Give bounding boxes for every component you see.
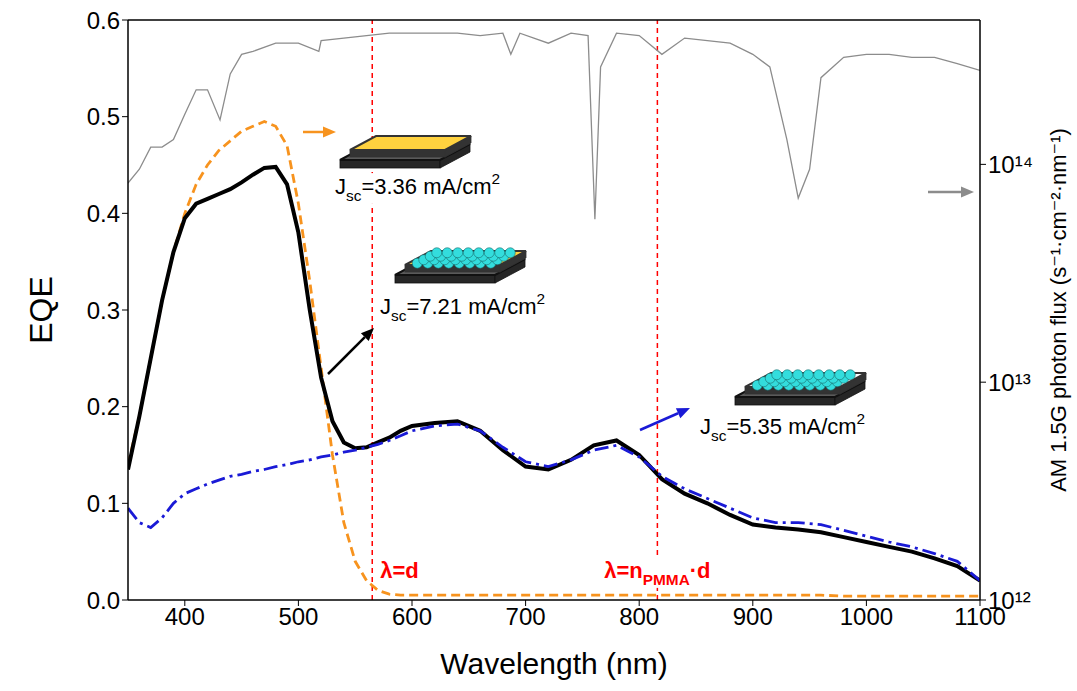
svg-text:Wavelength (nm): Wavelength (nm) — [440, 647, 667, 680]
svg-text:0.1: 0.1 — [87, 490, 120, 517]
svg-text:Jsc=5.35 mA/cm2: Jsc=5.35 mA/cm2 — [700, 410, 865, 444]
svg-text:AM 1.5G photon flux (s⁻¹·cm⁻²·: AM 1.5G photon flux (s⁻¹·cm⁻²·nm⁻¹) — [1046, 128, 1071, 492]
svg-text:1100: 1100 — [954, 603, 1006, 630]
svg-text:0.3: 0.3 — [87, 297, 120, 324]
svg-text:10¹²: 10¹² — [988, 587, 1031, 614]
svg-text:700: 700 — [506, 603, 546, 630]
svg-text:800: 800 — [619, 603, 659, 630]
svg-text:Jsc=7.21 mA/cm2: Jsc=7.21 mA/cm2 — [380, 290, 545, 324]
svg-text:0.6: 0.6 — [87, 7, 120, 34]
svg-text:λ=d: λ=d — [380, 558, 419, 583]
svg-text:0.2: 0.2 — [87, 393, 120, 420]
svg-text:0.4: 0.4 — [87, 200, 120, 227]
svg-text:400: 400 — [165, 603, 205, 630]
svg-text:EQE: EQE — [23, 276, 59, 344]
svg-text:Jsc=3.36 mA/cm2: Jsc=3.36 mA/cm2 — [335, 170, 500, 204]
svg-text:0.0: 0.0 — [87, 587, 120, 614]
svg-text:0.5: 0.5 — [87, 103, 120, 130]
svg-text:1000: 1000 — [840, 603, 893, 630]
svg-text:900: 900 — [733, 603, 773, 630]
svg-text:λ=nPMMA·d: λ=nPMMA·d — [604, 558, 710, 588]
svg-text:10¹⁴: 10¹⁴ — [988, 151, 1033, 178]
svg-text:10¹³: 10¹³ — [988, 369, 1031, 396]
svg-text:600: 600 — [392, 603, 432, 630]
svg-text:500: 500 — [278, 603, 318, 630]
